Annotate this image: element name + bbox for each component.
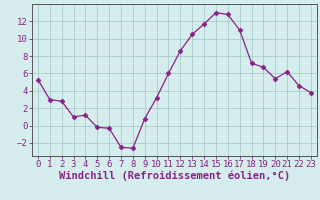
X-axis label: Windchill (Refroidissement éolien,°C): Windchill (Refroidissement éolien,°C) (59, 171, 290, 181)
